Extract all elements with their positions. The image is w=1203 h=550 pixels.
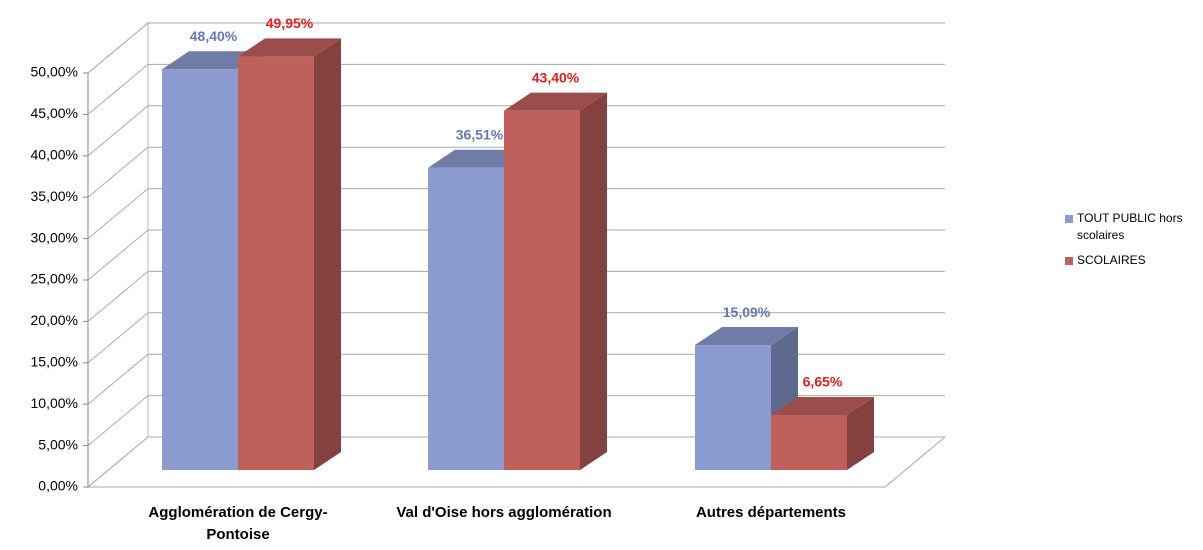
bar-top xyxy=(238,38,341,57)
bar-top xyxy=(695,327,798,346)
value-label: 48,40% xyxy=(190,28,238,44)
legend-label: SCOLAIRES xyxy=(1077,253,1146,267)
y-tick-label: 35,00% xyxy=(31,188,78,204)
bar xyxy=(771,414,847,470)
bar xyxy=(238,56,314,470)
grid-line xyxy=(87,270,945,322)
grid-line xyxy=(87,229,945,281)
bar-top xyxy=(771,396,874,415)
legend-swatch xyxy=(1065,215,1073,223)
value-label: 36,51% xyxy=(456,126,504,142)
value-label: 6,65% xyxy=(803,374,843,390)
bar-side xyxy=(580,92,607,470)
value-label: 49,95% xyxy=(266,15,314,31)
value-label: 43,40% xyxy=(532,69,580,85)
bar xyxy=(162,69,238,471)
grid-line xyxy=(87,146,945,198)
grid-line xyxy=(87,353,945,405)
y-tick-label: 15,00% xyxy=(31,354,78,370)
value-label: 15,09% xyxy=(723,304,771,320)
bar-top xyxy=(504,92,607,111)
y-tick-label: 0,00% xyxy=(38,478,78,494)
x-tick-label: Val d'Oise hors agglomération xyxy=(396,504,612,521)
y-tick-label: 25,00% xyxy=(31,271,78,287)
bar xyxy=(428,167,504,470)
grid-line xyxy=(87,312,945,364)
grid-line xyxy=(87,22,945,74)
legend-label: TOUT PUBLIC hors scolaires xyxy=(1077,211,1183,242)
y-tick-label: 5,00% xyxy=(38,436,78,452)
y-tick-label: 40,00% xyxy=(31,147,78,163)
bar xyxy=(504,110,580,470)
floor xyxy=(88,436,946,488)
grid-line xyxy=(87,395,945,446)
y-tick-label: 30,00% xyxy=(31,229,78,245)
y-tick-label: 50,00% xyxy=(31,64,78,80)
legend-swatch xyxy=(1065,257,1073,265)
grid-line xyxy=(87,188,945,239)
x-tick-label: Autres départements xyxy=(695,504,847,521)
y-tick-label: 10,00% xyxy=(31,395,78,411)
y-tick-label: 20,00% xyxy=(31,312,78,328)
grid-line xyxy=(87,436,945,488)
x-tick-label: Agglomération de Cergy-Pontoise xyxy=(148,504,328,543)
bar-side xyxy=(847,396,874,470)
grid-line xyxy=(87,63,945,115)
bar xyxy=(695,345,771,470)
bar-side xyxy=(314,38,341,470)
y-tick-label: 45,00% xyxy=(31,105,78,121)
grid-line xyxy=(87,105,945,157)
